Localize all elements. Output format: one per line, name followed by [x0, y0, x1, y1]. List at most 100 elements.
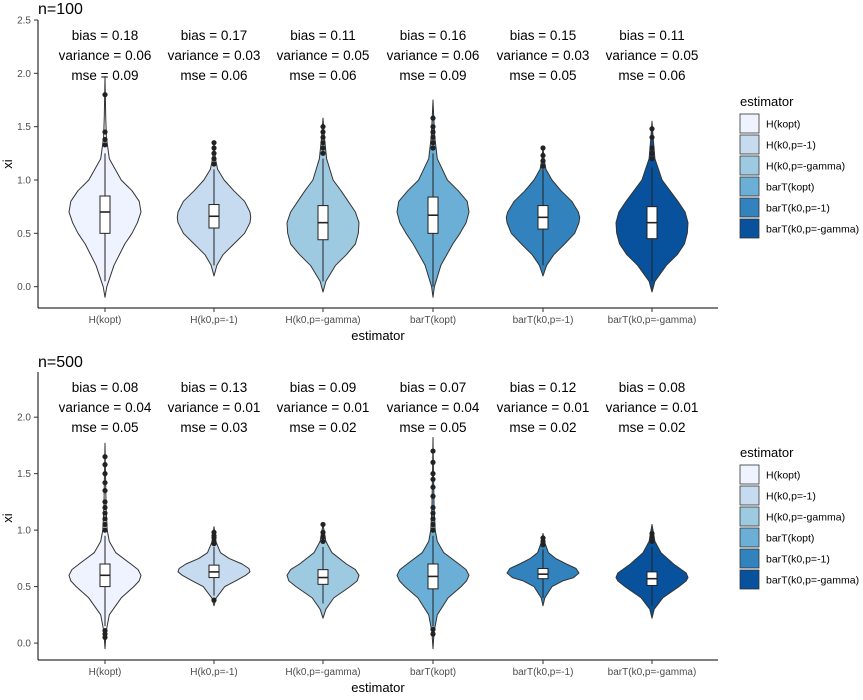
x-tick-label: barT(kopt)	[410, 315, 456, 326]
outlier-point	[102, 487, 108, 494]
legend-label: H(k0,p=-gamma)	[766, 161, 845, 173]
outlier-point	[649, 538, 655, 545]
y-tick-label: 1.5	[17, 122, 31, 133]
outlier-point	[320, 521, 326, 528]
y-tick-label: 1.0	[17, 526, 31, 537]
outlier-point	[320, 150, 326, 156]
legend-label: H(k0,p=-gamma)	[766, 512, 845, 524]
stat-label: bias = 0.08	[72, 380, 138, 395]
outlier-point	[102, 471, 108, 477]
legend-swatch	[739, 569, 760, 590]
outlier-point	[320, 534, 326, 540]
stat-label: mse = 0.03	[180, 420, 247, 435]
outlier-point	[320, 129, 326, 135]
legend-swatch	[739, 464, 760, 485]
stat-label: bias = 0.12	[510, 380, 576, 395]
outlier-point	[430, 493, 436, 499]
outlier-point	[102, 462, 108, 468]
outlier-point	[649, 145, 655, 151]
stat-label: variance = 0.01	[277, 400, 370, 415]
outlier-point	[430, 115, 436, 121]
legend-label: barT(k0,p=-gamma)	[766, 575, 859, 587]
stat-label: mse = 0.05	[71, 420, 138, 435]
outlier-point	[320, 529, 326, 535]
outlier-point	[430, 476, 436, 482]
outlier-point	[211, 597, 217, 603]
legend-label: barT(k0,p=-1)	[766, 554, 830, 566]
stat-label: variance = 0.05	[606, 48, 699, 63]
outlier-point	[430, 448, 436, 454]
stat-label: mse = 0.05	[509, 68, 576, 83]
legend-label: H(k0,p=-1)	[766, 491, 816, 503]
stat-label: mse = 0.09	[71, 68, 138, 83]
legend-label: barT(k0,p=-gamma)	[766, 224, 859, 236]
x-tick-label: barT(k0,p=-1)	[513, 667, 574, 678]
legend-label: barT(k0,p=-1)	[766, 203, 830, 215]
stat-label: bias = 0.07	[400, 380, 466, 395]
outlier-point	[430, 527, 436, 533]
outlier-point	[430, 510, 436, 516]
y-tick-label: 2.0	[17, 69, 31, 80]
stat-label: variance = 0.01	[168, 400, 261, 415]
outlier-point	[649, 530, 655, 537]
outlier-point	[102, 504, 108, 511]
stat-label: variance = 0.04	[387, 400, 480, 415]
x-tick-label: H(k0,p=-gamma)	[285, 667, 360, 678]
outlier-point	[211, 529, 217, 535]
stat-label: bias = 0.15	[510, 28, 576, 43]
legend-swatch	[739, 485, 760, 506]
outlier-point	[540, 535, 546, 541]
outlier-point	[211, 150, 217, 156]
stat-label: bias = 0.09	[290, 380, 356, 395]
outlier-point	[102, 454, 108, 460]
outlier-point	[430, 484, 436, 490]
stat-label: variance = 0.03	[168, 48, 261, 63]
outlier-point	[430, 129, 436, 135]
outlier-point	[430, 145, 436, 151]
x-tick-label: H(kopt)	[89, 667, 122, 678]
outlier-point	[430, 459, 436, 465]
y-tick-label: 0.5	[17, 582, 31, 593]
legend-swatch	[739, 134, 760, 155]
outlier-point	[430, 140, 436, 146]
outlier-point	[102, 521, 108, 528]
legend-title: estimator	[740, 445, 794, 460]
stat-label: bias = 0.17	[181, 28, 247, 43]
outlier-point	[430, 521, 436, 528]
y-tick-label: 0.0	[17, 639, 31, 650]
outlier-point	[540, 163, 546, 169]
outlier-point	[649, 150, 655, 156]
legend-label: H(kopt)	[766, 119, 800, 131]
stat-label: bias = 0.16	[400, 28, 466, 43]
stat-label: variance = 0.03	[497, 48, 590, 63]
stat-label: variance = 0.04	[59, 400, 152, 415]
stat-label: mse = 0.02	[509, 420, 576, 435]
y-tick-label: 1.0	[17, 176, 31, 187]
panel-n100: n=100 bias = 0.18 variance = 0.06 mse = 0.…	[0, 1, 718, 343]
outlier-point	[430, 626, 436, 633]
legend-swatch	[739, 548, 760, 569]
axes	[37, 20, 718, 309]
outlier-point	[102, 527, 108, 533]
outlier-point	[211, 145, 217, 151]
legend: estimator H(kopt) H(k0,p=-1) H(k0,p=-gamma)…	[739, 445, 859, 590]
stat-label: variance = 0.01	[606, 400, 699, 415]
outlier-point	[540, 145, 546, 151]
x-tick-label: H(kopt)	[89, 315, 122, 326]
outlier-point	[430, 471, 436, 477]
legend-label: barT(kopt)	[766, 182, 814, 194]
outlier-point	[211, 156, 217, 162]
stat-label: variance = 0.05	[277, 48, 370, 63]
legend-swatch	[739, 155, 760, 176]
outlier-point	[430, 124, 436, 130]
x-tick-label: H(k0,p=-1)	[190, 667, 238, 678]
x-tick-label: barT(k0,p=-gamma)	[608, 315, 697, 326]
outlier-point	[430, 631, 436, 637]
x-axis-label: estimator	[351, 680, 405, 695]
stat-label: variance = 0.06	[59, 48, 152, 63]
panel-title: n=500	[38, 354, 83, 371]
y-tick-label: 0.0	[17, 282, 31, 293]
outlier-point	[320, 145, 326, 151]
stat-label: variance = 0.01	[497, 400, 590, 415]
legend-swatch	[739, 506, 760, 527]
